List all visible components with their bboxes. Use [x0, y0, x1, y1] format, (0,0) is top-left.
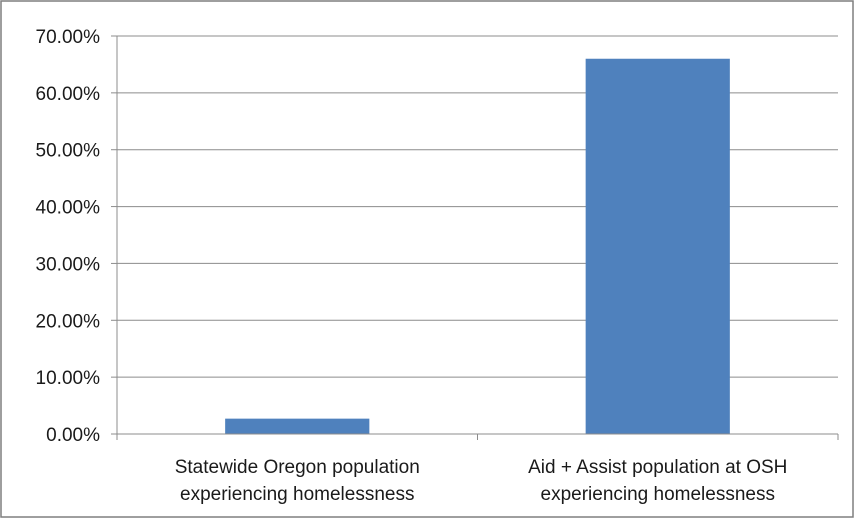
bars [225, 58, 730, 434]
axes [111, 35, 839, 440]
y-tick-label: 0.00% [46, 425, 100, 446]
x-category-label: experiencing homelessness [541, 484, 775, 505]
y-tick-label: 50.00% [36, 141, 101, 162]
x-category-label: Statewide Oregon population [175, 457, 420, 478]
bar [225, 418, 370, 434]
y-tick-label: 20.00% [36, 311, 101, 332]
x-category-label: Aid + Assist population at OSH [528, 457, 787, 478]
y-tick-label: 70.00% [36, 27, 101, 48]
x-category-label: experiencing homelessness [180, 484, 414, 505]
y-tick-label: 30.00% [36, 254, 101, 275]
x-category-labels: Statewide Oregon population experiencing … [175, 457, 788, 505]
y-tick-label: 40.00% [36, 198, 101, 219]
bar [585, 58, 730, 434]
y-tick-label: 60.00% [36, 84, 101, 105]
y-tick-label: 10.00% [36, 368, 101, 389]
y-tick-labels: 0.00% 10.00% 20.00% 30.00% 40.00% 50.00% 60.00… [36, 27, 101, 446]
